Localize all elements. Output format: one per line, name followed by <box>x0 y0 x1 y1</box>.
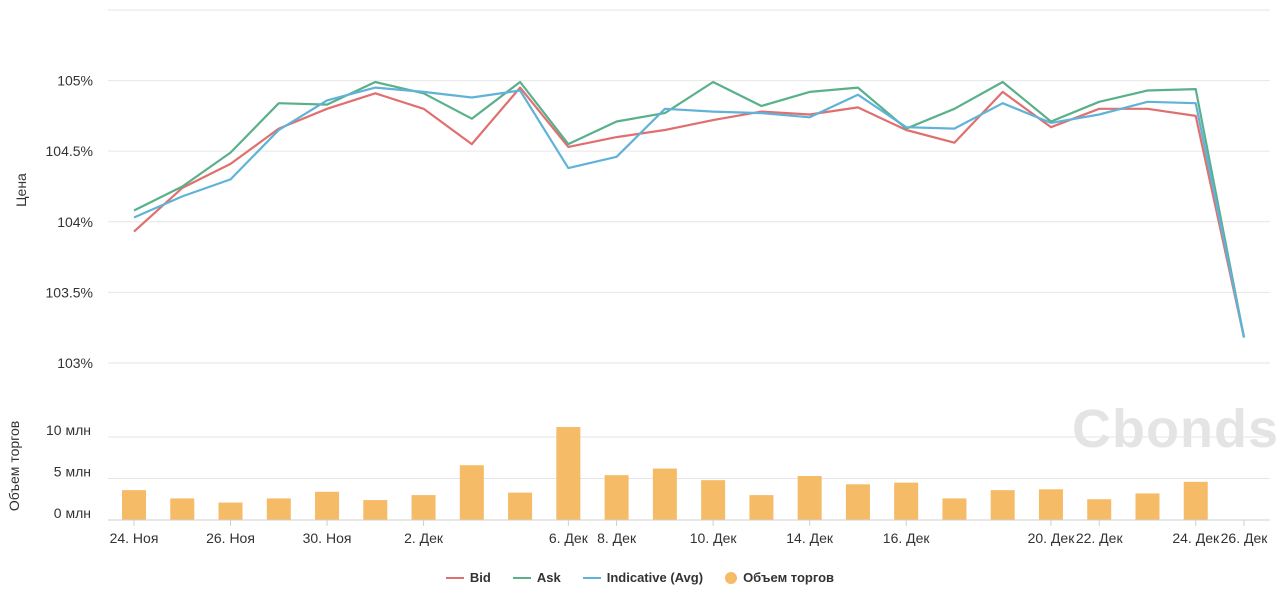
volume-bar <box>363 500 388 520</box>
ask-line-icon <box>512 576 531 579</box>
volume-tick-label: 5 млн <box>54 464 91 480</box>
bid-line-icon <box>445 576 464 579</box>
axes: 103% 103.5% 104% 104.5% 105% 0 млн 5 млн 10 млн… <box>46 73 1270 546</box>
volume-bar <box>797 476 822 520</box>
volume-bar <box>218 502 243 520</box>
x-tick-label: 10. Дек <box>690 530 738 546</box>
volume-bar <box>990 490 1015 520</box>
price-tick-label: 103% <box>57 355 93 371</box>
volume-bar <box>1087 499 1112 520</box>
volume-bar <box>122 490 146 520</box>
x-tick-label: 6. Дек <box>549 530 589 546</box>
volume-bar <box>508 492 533 520</box>
series-line-bid <box>133 86 1246 338</box>
x-tick-label: 8. Дек <box>597 530 637 546</box>
x-tick-label: 2. Дек <box>404 530 444 546</box>
x-tick-label: 24. Дек <box>1172 530 1220 546</box>
x-tick-label: 14. Дек <box>786 530 834 546</box>
legend-item-volume[interactable]: Объем торгов <box>725 570 834 585</box>
volume-bar <box>1135 493 1160 520</box>
x-tick-label: 22. Дек <box>1076 530 1124 546</box>
price-tick-label: 104% <box>57 214 93 230</box>
watermark-logo: Cbonds <box>1072 399 1279 459</box>
volume-bar <box>604 475 629 520</box>
volume-bar <box>1183 481 1208 520</box>
volume-bar <box>894 482 919 520</box>
volume-axis-title: Объем торгов <box>6 421 22 511</box>
volume-bar <box>1038 489 1063 520</box>
x-tick-label: 16. Дек <box>883 530 931 546</box>
legend-label-volume: Объем торгов <box>743 570 835 585</box>
price-tick-label: 104.5% <box>46 143 93 159</box>
volume-bar <box>411 495 436 520</box>
volume-bar <box>170 498 195 520</box>
price-lines <box>133 80 1246 338</box>
x-tick-label: 20. Дек <box>1028 530 1076 546</box>
price-axis-title: Цена <box>13 173 29 207</box>
legend-label-ask: Ask <box>536 570 561 585</box>
chart: 103% 103.5% 104% 104.5% 105% 0 млн 5 млн 10 млн… <box>6 9 1270 546</box>
price-tick-label: 105% <box>57 73 93 89</box>
volume-bar <box>266 498 291 520</box>
price-tick-label: 103.5% <box>46 284 93 300</box>
legend-item-ask[interactable]: Ask <box>512 570 561 585</box>
volume-bar <box>845 484 870 520</box>
legend-label-indicative: Indicative (Avg) <box>606 570 704 585</box>
x-tick-label: 26. Дек <box>1221 530 1269 546</box>
x-tick-label: 26. Ноя <box>206 530 255 546</box>
volume-bar <box>652 468 677 520</box>
legend-item-bid[interactable]: Bid <box>445 570 491 585</box>
volume-bar <box>942 498 967 520</box>
legend-item-indicative[interactable]: Indicative (Avg) <box>582 570 704 585</box>
x-tick-label: 30. Ноя <box>303 530 352 546</box>
volume-bars <box>122 427 1208 520</box>
legend-label-bid: Bid <box>469 570 491 585</box>
x-tick-label: 24. Ноя <box>110 530 159 546</box>
volume-tick-label: 0 млн <box>54 505 91 521</box>
volume-dot-icon <box>725 571 738 584</box>
volume-bar <box>701 480 726 520</box>
volume-bar <box>556 427 581 520</box>
volume-bar <box>749 495 774 520</box>
series-line-indicative-avg <box>133 86 1246 338</box>
volume-bar <box>315 491 340 520</box>
indicative-line-icon <box>582 576 601 579</box>
volume-tick-label: 10 млн <box>46 422 91 438</box>
legend: Bid Ask Indicative (Avg) Объем торгов <box>0 570 1280 585</box>
volume-bar <box>459 465 484 520</box>
